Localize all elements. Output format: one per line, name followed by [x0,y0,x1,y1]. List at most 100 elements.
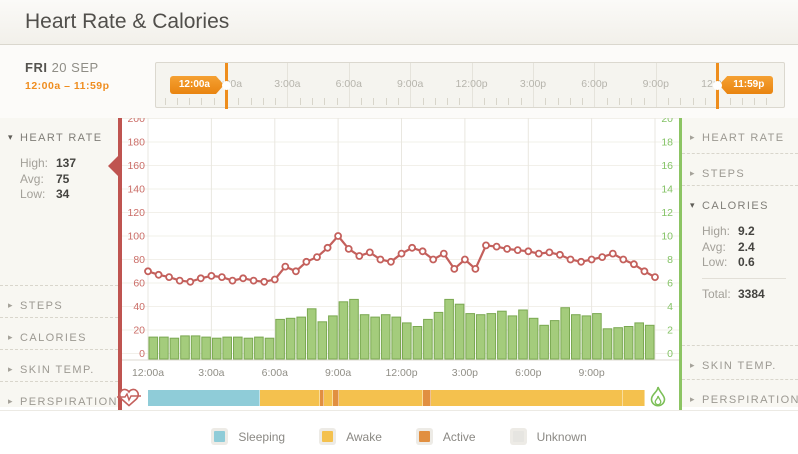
timeline-minor-tick [238,98,240,105]
chevron-right-icon: ▸ [8,396,13,406]
timeline-track[interactable]: 12:00a 11:59p 12:00a3:00a6:00a9:00a12:00… [155,62,785,109]
sidebar-item-calories[interactable]: ▸ CALORIES [0,317,118,349]
page-title: Heart Rate & Calories [25,10,230,33]
heart-rate-point [376,255,385,264]
legend-swatch-color [214,431,226,442]
heart-rate-point [165,273,173,282]
heart-rate-point [418,247,427,256]
range-start-badge[interactable]: 12:00a [170,76,224,94]
stat-row: Avg: 2.4 [702,240,798,256]
stat-value: 0.6 [738,255,755,269]
timeline-minor-tick [213,98,215,105]
timeline-minor-tick [164,98,166,105]
stat-value: 137 [56,156,77,170]
activity-legend: Sleeping Awake Active Unknown [0,419,798,454]
timeline-minor-tick [385,98,387,105]
timeline-minor-tick [422,98,424,105]
activity-segment-active [333,390,340,406]
heart-rate-point [313,253,321,262]
stat-label: Low: [20,187,46,201]
left-axis-tick-label: 200 [127,118,145,125]
activity-segment-awake [622,390,645,406]
stat-value: 34 [56,187,70,201]
left-sidebar: ▾ HEART RATE High: 137 Avg: 75 Low: 34 ▸ STEPS ▸ CA… [0,118,118,407]
heart-rate-point [408,243,417,252]
activity-segment-active [422,390,432,406]
panel-divider [0,410,798,411]
stat-label: High: [702,224,731,238]
range-end-badge[interactable]: 11:59p [719,76,774,94]
heart-rate-point [629,260,638,269]
timeline-tick-label: 6:00a [335,78,362,90]
calorie-bar [222,336,233,360]
sidebar-item-heart-rate[interactable]: ▾ HEART RATE High: 137 Avg: 75 Low: 34 [0,118,118,285]
heart-rate-point [577,257,586,266]
chevron-right-icon: ▸ [690,394,695,404]
heart-rate-point [249,276,258,285]
heart-rate-point [355,252,364,260]
timeline-gridline [533,63,534,107]
timeline-tick-label: 9:00p [642,78,669,90]
sidebar-item-label: SKIN TEMP. [20,364,95,376]
sidebar-item-header: ▾ HEART RATE [8,128,118,146]
sidebar-item-heart-rate[interactable]: ▸ HEART RATE [682,118,798,153]
timeline-gridline [655,63,657,107]
left-axis-tick-label: 180 [127,137,145,149]
sidebar-item-steps[interactable]: ▸ STEPS [682,153,798,185]
right-axis-tick-label: 18 [661,137,673,149]
time-range-label: 12:00a – 11:59p [25,80,110,92]
legend-swatch [415,428,433,445]
timeline-tick-label: 9:00a [397,78,424,90]
sidebar-item-perspiration[interactable]: ▸ PERSPIRATION [682,379,798,407]
sidebar-item-skin-temp[interactable]: ▸ SKIN TEMP. [682,345,798,379]
calorie-bar [613,327,623,360]
calorie-bar [581,315,592,360]
legend-swatch-color [512,431,524,442]
right-axis-tick-label: 6 [667,278,673,290]
sidebar-item-label: PERSPIRATION [20,396,118,407]
heart-rate-point [186,277,195,286]
timeline-minor-tick [668,98,670,105]
heart-rate-point [397,249,406,258]
heart-rate-point [534,249,543,258]
legend-item-unknown: Unknown [509,428,587,445]
legend-item-sleeping: Sleeping [211,428,285,445]
range-end-dot[interactable] [712,80,722,90]
stat-label: High: [20,156,49,170]
sidebar-item-skin-temp[interactable]: ▸ SKIN TEMP. [0,349,118,381]
legend-label: Awake [346,429,382,444]
sidebar-item-header: ▸ CALORIES [8,328,118,346]
calorie-bar [275,318,285,360]
x-axis-label: 3:00p [451,367,479,379]
range-start-dot[interactable] [221,80,231,90]
calorie-bar [475,314,486,360]
timeline-minor-tick [680,98,682,105]
timeline-minor-tick [631,98,633,105]
x-axis-label: 9:00a [324,367,352,379]
heart-rate-point [524,247,533,256]
calorie-bar [190,335,201,360]
heart-rate-point [196,274,205,283]
calorie-bar [391,316,401,360]
left-axis-tick-label: 120 [127,207,145,219]
sidebar-item-calories[interactable]: ▾ CALORIES High: 9.2 Avg: 2.4 Low: 0.6 Total: 338… [682,185,798,345]
date-value: 20 SEP [51,60,99,75]
timeline-minor-tick [692,98,694,105]
chevron-right-icon: ▸ [8,332,13,342]
stat-value: 75 [56,171,70,186]
calorie-bar [317,321,328,360]
calorie-bar [507,315,518,360]
sidebar-item-label: CALORIES [702,200,769,212]
sidebar-item-steps[interactable]: ▸ STEPS [0,285,118,317]
x-axis-label: 6:00p [515,367,542,379]
calorie-bar [644,324,655,360]
chevron-right-icon: ▸ [690,132,695,142]
heart-rate-point [482,241,490,250]
heart-rate-point [291,267,300,276]
left-axis-tick-label: 60 [133,278,145,290]
right-axis-tick-label: 12 [661,207,673,219]
heart-rate-point [260,277,269,286]
timeline-minor-tick [619,98,620,105]
timeline-gridline [594,63,596,107]
sidebar-item-perspiration[interactable]: ▸ PERSPIRATION [0,381,118,407]
